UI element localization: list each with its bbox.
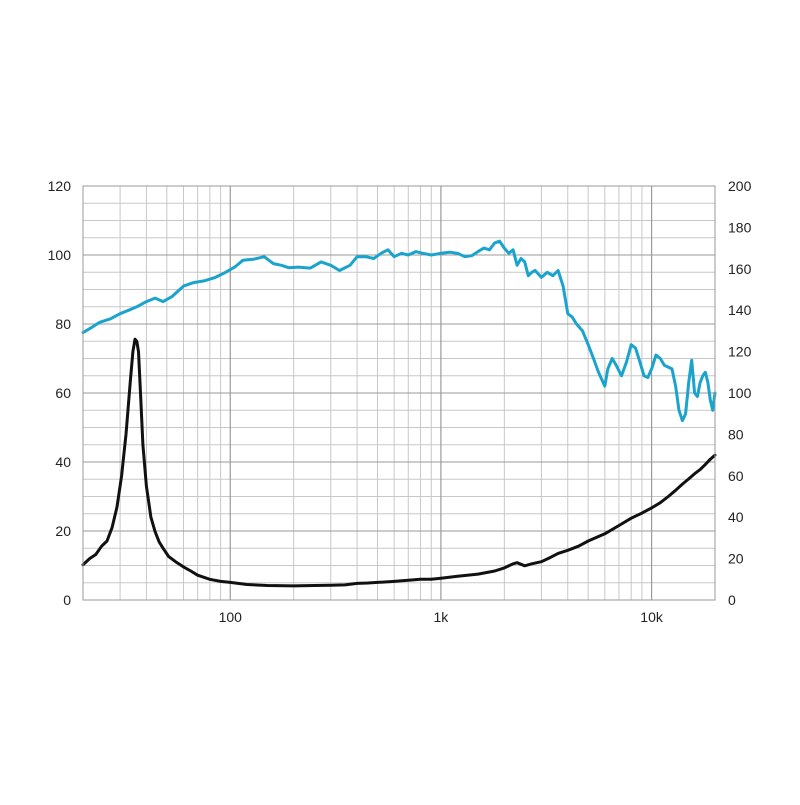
response-series-line: [81, 239, 717, 423]
x-axis-tick-label: 10k: [640, 609, 664, 625]
right-axis-tick-label: 180: [728, 219, 752, 235]
plot-frame: [82, 185, 716, 601]
x-axis-tick-labels: 100 1k 10k: [219, 609, 664, 625]
right-axis-tick-label: 20: [728, 551, 744, 567]
series-layer: [81, 239, 717, 588]
left-axis-tick-label: 80: [55, 316, 71, 332]
left-axis-tick-label: 120: [48, 178, 72, 194]
right-axis-tick-label: 140: [728, 302, 752, 318]
right-axis-tick-labels: 0 20 40 60 80 100 120 140 160 180 200: [728, 178, 752, 608]
right-axis-tick-label: 200: [728, 178, 752, 194]
left-axis-tick-labels: 0 20 40 60 80 100 120: [48, 178, 72, 608]
right-axis-tick-label: 40: [728, 509, 744, 525]
left-axis-tick-label: 100: [48, 247, 72, 263]
right-axis-tick-label: 120: [728, 344, 752, 360]
left-axis-tick-label: 20: [55, 523, 71, 539]
right-axis-tick-label: 80: [728, 426, 744, 442]
right-axis-tick-label: 60: [728, 468, 744, 484]
right-axis-tick-label: 0: [728, 592, 736, 608]
left-axis-tick-label: 60: [55, 385, 71, 401]
right-axis-tick-label: 100: [728, 385, 752, 401]
x-axis-tick-label: 1k: [434, 609, 450, 625]
left-axis-tick-label: 40: [55, 454, 71, 470]
x-axis-tick-label: 100: [219, 609, 243, 625]
impedance-series-line: [81, 337, 717, 588]
right-axis-tick-label: 160: [728, 261, 752, 277]
left-axis-tick-label: 0: [63, 592, 71, 608]
